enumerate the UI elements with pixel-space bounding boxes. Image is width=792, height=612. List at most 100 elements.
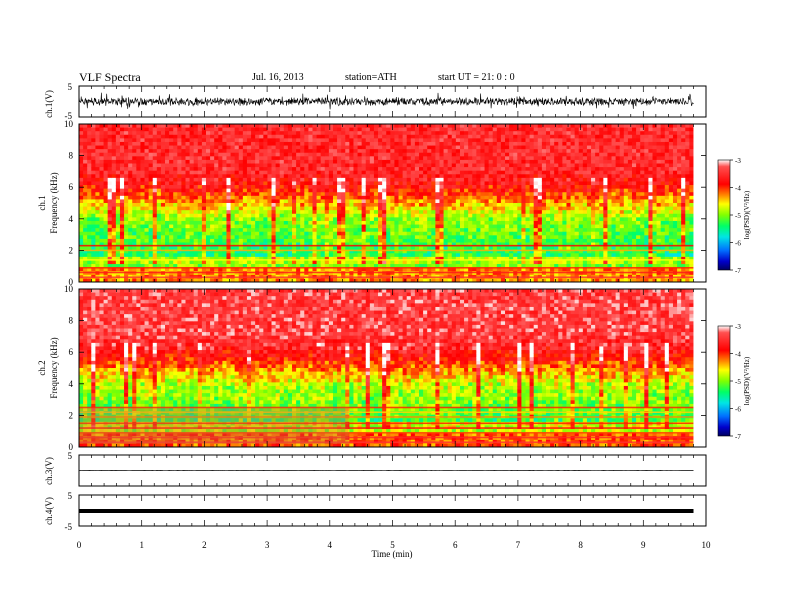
spectrogram-cell (251, 124, 256, 128)
spectrogram-cell (476, 213, 481, 218)
spectrogram-cell (107, 203, 113, 207)
spectrogram-cell (242, 185, 248, 190)
spectrogram-cell (419, 141, 424, 146)
spectrogram-cell (357, 264, 363, 269)
spectrogram-cell (316, 156, 322, 161)
spectrogram-cell (361, 163, 367, 168)
spectrogram-cell (505, 141, 510, 146)
spectrogram-cell (509, 156, 514, 161)
spectrogram-cell (312, 185, 317, 190)
spectrogram-cell (529, 185, 535, 190)
spectrogram-cell (115, 224, 121, 229)
spectrogram-cell (148, 124, 154, 128)
spectrogram-cell (119, 134, 125, 139)
spectrogram-cell (308, 249, 313, 254)
spectrogram-cell (492, 253, 498, 258)
spectrogram-cell (378, 238, 383, 243)
spectrogram-cell (181, 192, 186, 197)
spectrogram-cell (160, 220, 166, 225)
spectrogram-cell (419, 145, 424, 150)
spectrogram-cell (394, 141, 399, 146)
spectrogram-cell (455, 256, 461, 261)
spectrogram-cell (496, 231, 502, 236)
spectrogram-cell (476, 159, 481, 164)
spectrogram-cell (124, 124, 129, 128)
spectrogram-cell (218, 231, 223, 236)
spectrogram-cell (136, 217, 141, 222)
spectrogram-cell (275, 249, 281, 254)
spectrogram-cell (152, 192, 158, 197)
spectrogram-cell (79, 170, 84, 175)
spectrogram-cell (439, 152, 444, 157)
spectrogram-cell (255, 152, 260, 157)
spectrogram-cell (300, 210, 305, 215)
spectrogram-cell (99, 145, 104, 150)
spectrogram-cell (488, 206, 494, 211)
spectrogram-cell (353, 156, 358, 161)
spectrogram-cell (521, 246, 526, 251)
spectrogram-cell (156, 138, 162, 143)
spectrogram-cell (312, 131, 317, 136)
spectrogram-cell (496, 206, 502, 211)
spectrogram-cell (365, 149, 371, 154)
spectrogram-cell (312, 124, 317, 128)
ch1-waveform-xticks (78, 86, 707, 117)
spectrogram-cell (136, 213, 141, 218)
spectrogram-cell (128, 131, 133, 136)
spectrogram-cell (107, 267, 113, 272)
spectrogram-cell (365, 220, 371, 225)
spectrogram-cell (431, 156, 436, 161)
spectrogram-cell (386, 231, 391, 236)
spectrogram-cell (238, 134, 244, 139)
spectrogram-cell (103, 145, 109, 150)
spectrogram-cell (79, 278, 84, 283)
spectrogram-cell (328, 199, 334, 204)
spectrogram-cell (234, 220, 240, 225)
spectrogram-cell (324, 267, 330, 272)
spectrogram-cell (263, 138, 268, 143)
spectrogram-cell (488, 145, 494, 150)
spectrogram-cell (193, 260, 199, 265)
spectrogram-cell (156, 141, 162, 146)
spectrogram-cell (349, 192, 354, 197)
spectrogram-cell (287, 249, 293, 254)
spectrogram-cell (402, 163, 408, 168)
spectrogram-cell (480, 149, 485, 154)
spectrogram-cell (480, 210, 485, 215)
spectrogram-cell (218, 127, 223, 132)
spectrogram-cell (238, 188, 244, 193)
spectrogram-cell (476, 181, 481, 186)
spectrogram-cell (193, 163, 199, 168)
spectrogram-cell (386, 264, 391, 269)
spectrogram-cell (394, 253, 399, 258)
spectrogram-cell (455, 220, 461, 225)
spectrogram-cell (505, 231, 510, 236)
spectrogram-cell (505, 253, 510, 258)
spectrogram-cell (165, 188, 170, 193)
spectrogram-cell (107, 210, 113, 215)
spectrogram-cell (357, 217, 363, 222)
spectrogram-cell (119, 195, 125, 200)
spectrogram-cell (242, 170, 248, 175)
spectrogram-cell (156, 228, 162, 233)
spectrogram-cell (505, 238, 510, 243)
spectrogram-cell (529, 170, 535, 175)
spectrogram-cell (431, 217, 436, 222)
spectrogram-cell (324, 249, 330, 254)
spectrogram-cell (361, 203, 367, 207)
spectrogram-cell (365, 267, 371, 272)
spectrogram-cell (251, 278, 256, 283)
spectrogram-cell (468, 249, 473, 254)
spectrogram-cell (287, 235, 293, 240)
spectrogram-cell (500, 206, 506, 211)
spectrogram-cell (451, 220, 457, 225)
spectrogram-cell (361, 170, 367, 175)
spectrogram-cell (324, 224, 330, 229)
spectrogram-cell (210, 152, 215, 157)
spectrogram-cell (373, 152, 379, 157)
spectrogram-cell (378, 177, 383, 182)
spectrogram-cell (459, 253, 465, 258)
spectrogram-cell (181, 220, 186, 225)
spectrogram-cell (173, 141, 178, 146)
spectrogram-cell (283, 141, 289, 146)
